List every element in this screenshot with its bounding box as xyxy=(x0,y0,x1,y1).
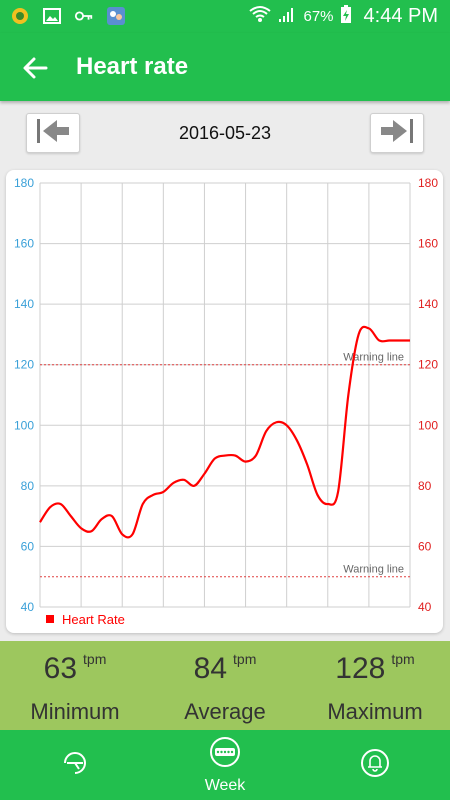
date-navigation: 2016-05-23 xyxy=(0,101,450,163)
day-dial-icon xyxy=(61,749,89,782)
y-tick-right: 60 xyxy=(418,539,432,553)
y-tick-left: 100 xyxy=(14,418,34,432)
arrow-left-icon[interactable] xyxy=(20,53,50,83)
maximum-unit: tpm xyxy=(391,651,415,667)
battery-charging-icon xyxy=(340,4,352,28)
tab-week-label: Week xyxy=(204,776,246,794)
notification-app-icon xyxy=(10,6,30,26)
minimum-unit: tpm xyxy=(83,651,107,667)
heart-rate-chart: 40 40 60 60 80 80 100 100 120 120 140 140 160 160 180 1… xyxy=(14,176,438,627)
warning-line-label: Warning line xyxy=(343,564,404,576)
legend-label: Heart Rate xyxy=(62,612,125,627)
y-tick-left: 40 xyxy=(21,600,35,614)
status-bar: 67% 4:44 PM xyxy=(0,0,450,33)
minimum-stat: 63 tpm Minimum xyxy=(0,641,150,730)
minimum-value: 63 xyxy=(43,652,78,685)
chat-app-icon xyxy=(106,6,126,26)
minimum-label: Minimum xyxy=(30,699,120,724)
heart-rate-line xyxy=(39,325,410,539)
average-stat: 84 tpm Average xyxy=(150,641,300,730)
previous-day-button[interactable] xyxy=(26,113,80,153)
key-icon xyxy=(74,6,94,26)
clock: 4:44 PM xyxy=(363,4,438,27)
y-tick-left: 60 xyxy=(21,539,35,553)
y-tick-right: 180 xyxy=(418,176,438,190)
bottom-navigation: Week xyxy=(0,730,450,800)
battery-percent: 67% xyxy=(303,7,334,25)
average-value: 84 xyxy=(193,652,228,685)
maximum-label: Maximum xyxy=(327,699,423,724)
skip-next-icon xyxy=(377,116,417,151)
warning-line-label: Warning line xyxy=(343,352,404,364)
tab-day[interactable] xyxy=(0,730,150,800)
app-bar: Heart rate xyxy=(0,33,450,101)
y-tick-right: 100 xyxy=(418,418,438,432)
y-tick-right: 160 xyxy=(418,237,438,251)
signal-icon xyxy=(277,4,297,28)
y-tick-left: 120 xyxy=(14,358,34,372)
y-tick-right: 40 xyxy=(418,600,432,614)
current-date: 2016-05-23 xyxy=(178,123,272,143)
heart-rate-chart-card: 40 40 60 60 80 80 100 100 120 120 140 140 160 160 180 1… xyxy=(6,170,443,633)
y-tick-right: 80 xyxy=(418,479,432,493)
y-tick-left: 160 xyxy=(14,237,34,251)
gallery-icon xyxy=(42,6,62,26)
skip-previous-icon xyxy=(33,116,73,151)
page-title: Heart rate xyxy=(76,53,189,80)
stats-panel: 63 tpm Minimum 84 tpm Average 128 tpm Maxim… xyxy=(0,641,450,730)
tab-week[interactable]: Week xyxy=(150,730,300,800)
next-day-button[interactable] xyxy=(370,113,424,153)
average-unit: tpm xyxy=(233,651,257,667)
wifi-icon xyxy=(249,4,272,28)
week-calendar-icon xyxy=(209,736,241,773)
maximum-value: 128 xyxy=(335,652,386,685)
y-tick-left: 180 xyxy=(14,176,34,190)
average-label: Average xyxy=(184,699,266,724)
maximum-stat: 128 tpm Maximum xyxy=(300,641,450,730)
y-tick-right: 140 xyxy=(418,297,438,311)
y-tick-right: 120 xyxy=(418,358,438,372)
y-tick-left: 140 xyxy=(14,297,34,311)
y-tick-left: 80 xyxy=(21,479,35,493)
tab-alarm[interactable] xyxy=(300,730,450,800)
bell-icon xyxy=(360,748,390,783)
legend-swatch xyxy=(46,615,54,623)
